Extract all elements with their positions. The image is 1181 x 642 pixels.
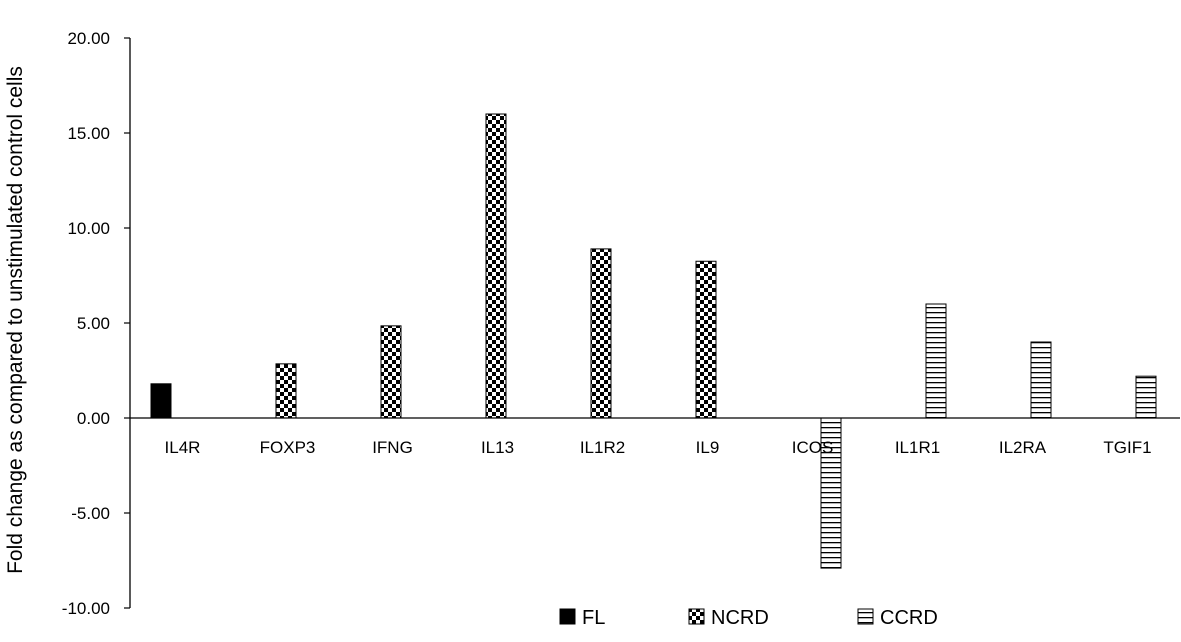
category-label-il1r2: IL1R2 — [580, 438, 625, 457]
legend-label-fl: FL — [582, 607, 605, 629]
y-axis-title: Fold change as compared to unstimulated … — [4, 66, 27, 574]
bar-ncrd-il13 — [485, 113, 507, 419]
legend-swatch-ncrd — [688, 608, 705, 625]
y-tick-label: 15.00 — [67, 124, 110, 143]
y-tick-label: 10.00 — [67, 219, 110, 238]
legend-swatch-fl — [559, 608, 576, 625]
category-label-il13: IL13 — [481, 438, 514, 457]
category-label-il9: IL9 — [696, 438, 720, 457]
category-label-icos: ICOS — [792, 438, 834, 457]
y-tick-label: -5.00 — [71, 504, 110, 523]
y-tick-label: -10.00 — [62, 599, 110, 618]
legend-label-ccrd: CCRD — [880, 607, 938, 629]
y-tick-label: 20.00 — [67, 29, 110, 48]
bars — [150, 113, 1157, 569]
category-label-il4r: IL4R — [165, 438, 201, 457]
category-label-ifng: IFNG — [372, 438, 413, 457]
y-axis: -10.00 -5.00 0.00 5.00 10.00 15.00 20.00 — [62, 29, 131, 618]
bar-ncrd-il9 — [695, 260, 717, 419]
y-tick-label: 0.00 — [77, 409, 110, 428]
bar-ncrd-ifng — [380, 325, 402, 419]
category-label-tgif1: TGIF1 — [1103, 438, 1151, 457]
category-label-il1r1: IL1R1 — [895, 438, 940, 457]
bar-ccrd-il1r1 — [925, 303, 947, 419]
y-tick-label: 5.00 — [77, 314, 110, 333]
bar-ncrd-il1r2 — [590, 248, 612, 419]
legend-label-ncrd: NCRD — [711, 607, 769, 629]
legend: FL NCRD CCRD — [559, 607, 938, 629]
category-label-foxp3: FOXP3 — [260, 438, 316, 457]
category-label-il2ra: IL2RA — [999, 438, 1047, 457]
legend-swatch-ccrd — [857, 608, 874, 625]
category-labels: IL4R FOXP3 IFNG IL13 IL1R2 IL9 ICOS IL1R1 IL2RA T… — [165, 438, 1152, 457]
bar-ccrd-il2ra — [1030, 341, 1052, 419]
bar-ccrd-tgif1 — [1135, 375, 1157, 419]
bar-ncrd-foxp3 — [275, 363, 297, 419]
bar-fl-il4r — [150, 383, 172, 419]
